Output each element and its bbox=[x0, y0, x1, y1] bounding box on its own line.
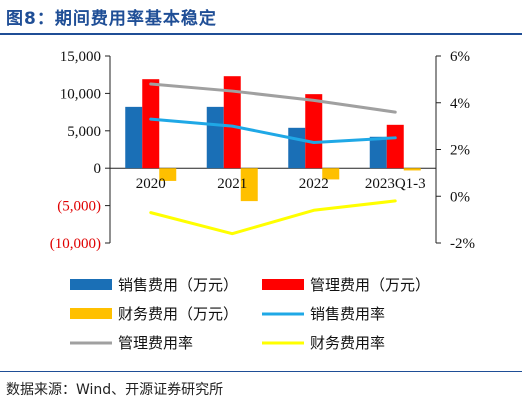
left-tick-label: 5,000 bbox=[67, 124, 101, 140]
category-label: 2022 bbox=[299, 176, 329, 192]
bar bbox=[305, 94, 323, 169]
right-tick-label: 4% bbox=[450, 96, 470, 112]
bar bbox=[159, 168, 177, 181]
legend-label: 管理费用（万元） bbox=[310, 276, 430, 294]
series-line bbox=[149, 117, 397, 144]
right-tick-label: 2% bbox=[450, 143, 470, 159]
bar bbox=[223, 76, 241, 169]
series-line bbox=[149, 199, 397, 236]
tick-labels: (10,000) (5,000) 0 5,000 10,000 15,000 -2% 0% 2%… bbox=[50, 49, 475, 252]
legend-label: 销售费用率 bbox=[310, 305, 385, 323]
title-divider bbox=[0, 33, 522, 35]
bar bbox=[206, 106, 224, 169]
left-tick-label: 15,000 bbox=[60, 49, 101, 65]
category-label: 2023Q1-3 bbox=[365, 176, 426, 192]
legend-label: 销售费用（万元） bbox=[118, 276, 238, 294]
bar bbox=[369, 136, 387, 169]
right-tick-label: 0% bbox=[450, 189, 470, 205]
right-tick-label: 6% bbox=[450, 49, 470, 65]
category-label: 2020 bbox=[136, 176, 166, 192]
bar bbox=[240, 168, 258, 202]
left-tick-label: (10,000) bbox=[50, 236, 101, 252]
line-series bbox=[149, 82, 397, 236]
left-tick-label: (5,000) bbox=[57, 199, 101, 215]
expense-chart: (10,000) (5,000) 0 5,000 10,000 15,000 -2% 0% 2%… bbox=[50, 49, 475, 352]
bar bbox=[322, 168, 340, 180]
left-tick-label: 0 bbox=[94, 161, 102, 177]
bar bbox=[403, 168, 421, 171]
legend-swatch bbox=[262, 279, 304, 290]
bar-series bbox=[125, 76, 421, 202]
bar bbox=[386, 124, 404, 169]
category-label: 2021 bbox=[217, 176, 247, 192]
legend-label: 财务费用率 bbox=[310, 334, 385, 352]
bar bbox=[125, 106, 143, 169]
source-note: 数据来源：Wind、开源证券研究所 bbox=[6, 382, 224, 398]
legend-label: 管理费用率 bbox=[118, 334, 193, 352]
right-tick-label: -2% bbox=[450, 236, 475, 252]
series-line bbox=[149, 82, 397, 114]
left-tick-label: 10,000 bbox=[60, 86, 101, 102]
legend-label: 财务费用（万元） bbox=[118, 305, 238, 323]
page-title: 图8：期间费用率基本稳定 bbox=[6, 9, 217, 29]
legend-swatch bbox=[70, 308, 112, 319]
bar bbox=[142, 79, 160, 169]
legend-swatch bbox=[70, 279, 112, 290]
source-divider bbox=[0, 371, 522, 372]
bar bbox=[288, 127, 306, 169]
